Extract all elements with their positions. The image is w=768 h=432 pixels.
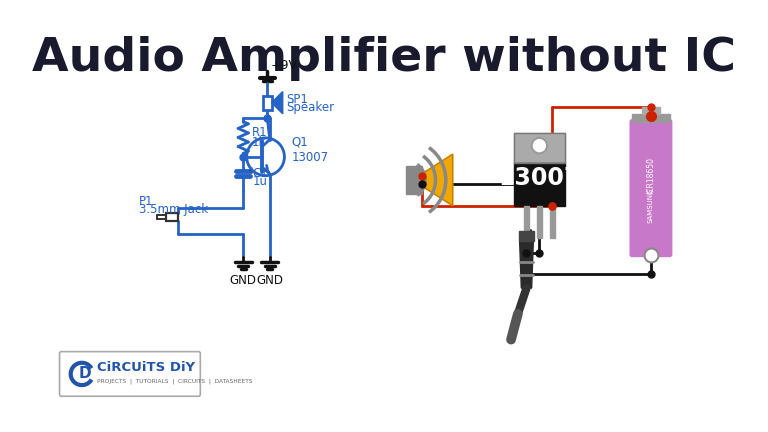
Text: SP1: SP1 (286, 93, 308, 106)
Text: Speaker: Speaker (286, 102, 334, 114)
Bar (537, 206, 542, 238)
Text: Audio Amplifier without IC: Audio Amplifier without IC (32, 35, 736, 80)
Bar (550, 206, 554, 238)
Text: D: D (79, 366, 91, 381)
Circle shape (531, 138, 547, 153)
Text: GND: GND (230, 274, 257, 287)
Text: P1: P1 (138, 195, 153, 208)
Text: ICR18650: ICR18650 (647, 157, 655, 194)
Text: 1k: 1k (252, 136, 266, 149)
Bar (514, 163, 565, 206)
Polygon shape (520, 241, 533, 288)
Bar (263, 96, 272, 110)
Bar (524, 206, 529, 238)
Bar (406, 166, 422, 194)
Polygon shape (422, 154, 452, 206)
Text: C1: C1 (253, 167, 269, 180)
Text: Q1
13007: Q1 13007 (291, 136, 329, 164)
FancyBboxPatch shape (60, 352, 200, 396)
Polygon shape (514, 133, 565, 163)
Polygon shape (272, 92, 283, 114)
Text: R1: R1 (252, 126, 267, 139)
Bar (518, 231, 535, 241)
Text: 1u: 1u (253, 175, 268, 188)
Text: +9V: +9V (270, 59, 298, 72)
Bar (632, 114, 670, 122)
Text: PROJECTS  |  TUTORIALS  |  CIRCUITS  |  DATASHEETS: PROJECTS | TUTORIALS | CIRCUITS | DATASH… (98, 378, 253, 384)
Text: 3.5mm Jack: 3.5mm Jack (138, 203, 207, 216)
Bar (642, 107, 660, 114)
Text: GND: GND (257, 274, 283, 287)
FancyBboxPatch shape (630, 119, 673, 257)
Bar (166, 213, 178, 221)
Text: SAMSUNG: SAMSUNG (648, 188, 654, 223)
Text: +: + (247, 165, 255, 175)
Text: CiRCUiTS DiY: CiRCUiTS DiY (98, 361, 195, 374)
Text: 13007: 13007 (498, 166, 581, 190)
